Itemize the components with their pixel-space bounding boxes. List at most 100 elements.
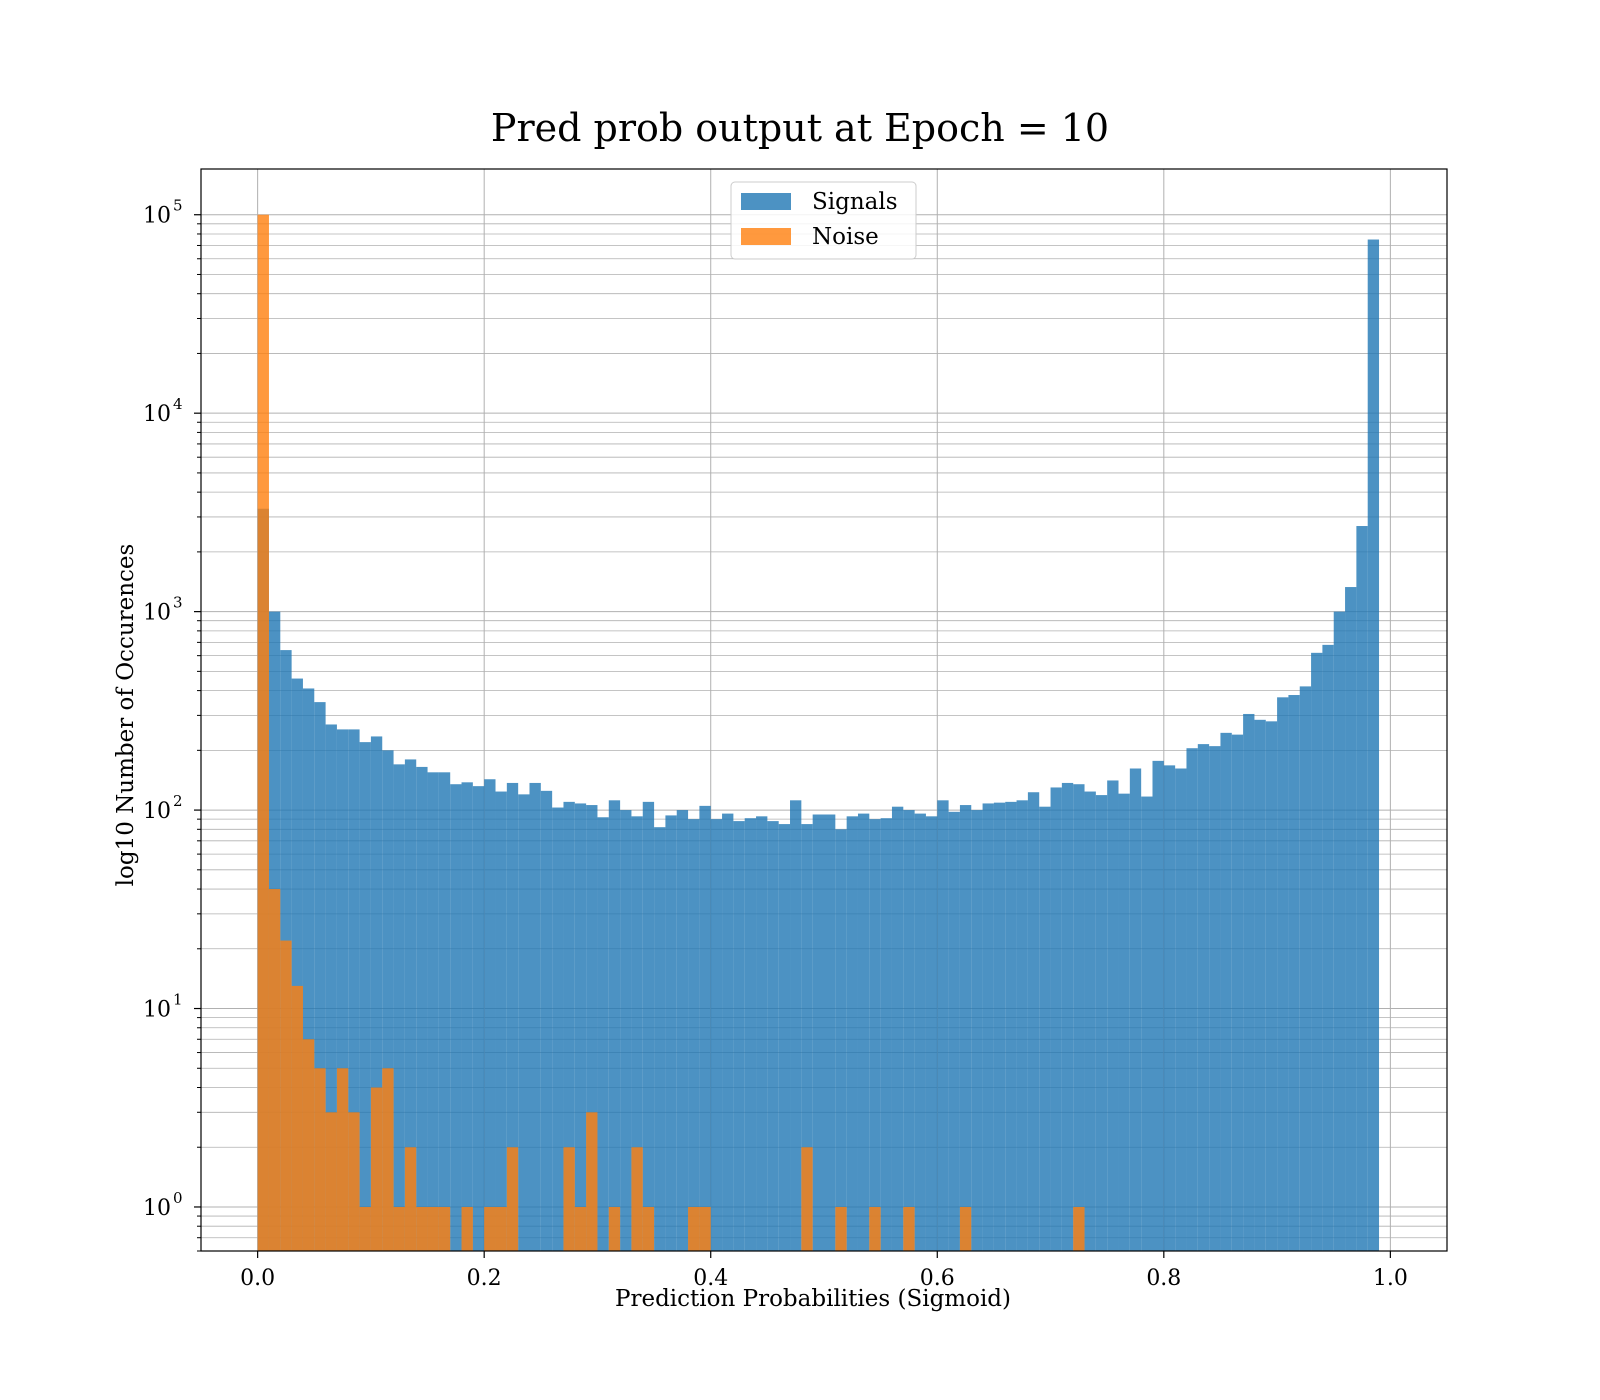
signals-bar: [336, 729, 349, 1251]
signals-bar: [993, 802, 1006, 1251]
signals-bar: [586, 805, 598, 1251]
y-tick-exponent: 1: [173, 991, 183, 1009]
noise-bar: [495, 1206, 507, 1251]
signals-bar: [959, 805, 972, 1251]
x-axis: 0.0 0.2 0.4 0.6 0.8 1.0: [240, 1251, 1408, 1291]
noise-bar: [416, 1206, 428, 1251]
signals-bar: [767, 821, 779, 1251]
signals-bar: [676, 810, 689, 1251]
signals-bar: [325, 724, 337, 1251]
signals-bar: [1333, 611, 1346, 1251]
noise-bar: [393, 1206, 405, 1251]
y-axis-label: log10 Number of Occurences: [113, 544, 139, 887]
x-tick-label: 0.2: [467, 1266, 502, 1291]
noise-bar: [1073, 1206, 1085, 1251]
signals-bar: [1061, 782, 1074, 1251]
signals-bar: [506, 782, 519, 1251]
signals-bar: [824, 814, 836, 1251]
signals-bar: [370, 736, 383, 1251]
noise-bar: [959, 1206, 972, 1251]
signals-bar: [1016, 800, 1028, 1251]
signals-bar: [812, 814, 824, 1251]
signals-bar: [891, 806, 904, 1251]
signals-bar: [1356, 526, 1368, 1251]
signals-bar: [1095, 795, 1108, 1251]
noise-bar: [608, 1206, 621, 1251]
signals-bar: [552, 807, 564, 1251]
signals-bar: [1231, 734, 1244, 1251]
signals-bar: [1299, 686, 1312, 1251]
noise-bar: [325, 1112, 337, 1251]
noise-bar: [903, 1206, 915, 1251]
signals-bar: [1288, 695, 1300, 1251]
x-tick-label: 0.0: [240, 1266, 275, 1291]
signals-bar: [1163, 765, 1176, 1251]
noise-bar: [586, 1112, 598, 1251]
signals-bar: [393, 764, 405, 1251]
signals-bar: [348, 729, 360, 1251]
signals-bar: [733, 821, 745, 1251]
signals-bar: [699, 805, 711, 1251]
signals-bar: [790, 800, 802, 1251]
noise-bar: [835, 1206, 847, 1251]
signals-bar: [382, 750, 394, 1251]
noise-bar: [631, 1147, 643, 1251]
noise-bar: [280, 940, 292, 1251]
signals-bar: [495, 791, 507, 1251]
signals-bar: [1107, 780, 1119, 1251]
signals-bar: [1084, 791, 1096, 1251]
signals-bar: [971, 810, 983, 1251]
signals-bar: [427, 772, 439, 1251]
signals-bar: [563, 801, 575, 1251]
signals-bar: [1118, 793, 1130, 1251]
signals-bar: [291, 678, 303, 1251]
y-tick-label: 10: [143, 998, 171, 1023]
noise-bar: [291, 985, 303, 1251]
series-noise: [257, 214, 1085, 1252]
signals-bar: [1243, 713, 1255, 1251]
noise-bar: [314, 1068, 326, 1251]
y-tick-exponent: 3: [173, 594, 183, 612]
signals-bar: [472, 786, 485, 1251]
signals-bar: [688, 819, 700, 1251]
noise-bar: [427, 1206, 439, 1251]
signals-bar: [642, 801, 655, 1251]
signals-bar: [654, 827, 666, 1251]
noise-bar: [801, 1147, 813, 1251]
legend: Signals Noise: [730, 181, 917, 260]
signals-bar: [857, 813, 870, 1251]
signals-bar: [778, 824, 791, 1251]
signals-bar: [1141, 796, 1153, 1251]
noise-bar: [336, 1068, 349, 1251]
signals-bar: [1311, 652, 1323, 1251]
noise-bar: [268, 889, 281, 1251]
signals-bar: [925, 816, 938, 1251]
axes-frame: [200, 168, 1448, 1252]
signals-bar: [540, 790, 553, 1251]
noise-bar: [404, 1147, 417, 1251]
noise-bar: [302, 1039, 315, 1251]
signals-bar: [1050, 787, 1062, 1251]
noise-bar: [688, 1206, 700, 1251]
signals-bar: [846, 816, 858, 1251]
noise-bar: [370, 1087, 383, 1251]
noise-bar: [382, 1068, 394, 1251]
noise-bar: [257, 214, 269, 1252]
y-tick-label: 10: [143, 601, 171, 626]
signals-bar: [438, 772, 451, 1251]
signals-bar: [1039, 806, 1051, 1251]
signals-bar: [948, 811, 960, 1251]
y-tick-exponent: 4: [173, 395, 183, 413]
signals-bar: [1322, 644, 1334, 1251]
signals-bar: [1027, 792, 1040, 1251]
x-tick-label: 0.6: [920, 1266, 955, 1291]
signals-bar: [461, 782, 473, 1251]
signals-bar: [835, 829, 847, 1251]
y-tick-label: 10: [143, 799, 171, 824]
signals-bar: [608, 800, 621, 1251]
signals-bar: [1005, 801, 1017, 1251]
signals-bar: [1345, 587, 1357, 1251]
